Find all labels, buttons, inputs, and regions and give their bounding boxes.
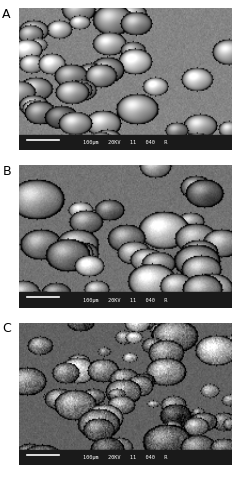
Text: C: C [2,322,11,336]
Bar [19,292,232,308]
Text: 100μm   20KV   11   040   R: 100μm 20KV 11 040 R [83,140,168,145]
Text: A: A [2,8,11,20]
Text: 100μm   20KV   11   040   R: 100μm 20KV 11 040 R [83,298,168,303]
Bar [19,134,232,150]
Bar [19,450,232,465]
Text: B: B [2,165,11,178]
Text: 100μm   20KV   11   040   R: 100μm 20KV 11 040 R [83,456,168,460]
